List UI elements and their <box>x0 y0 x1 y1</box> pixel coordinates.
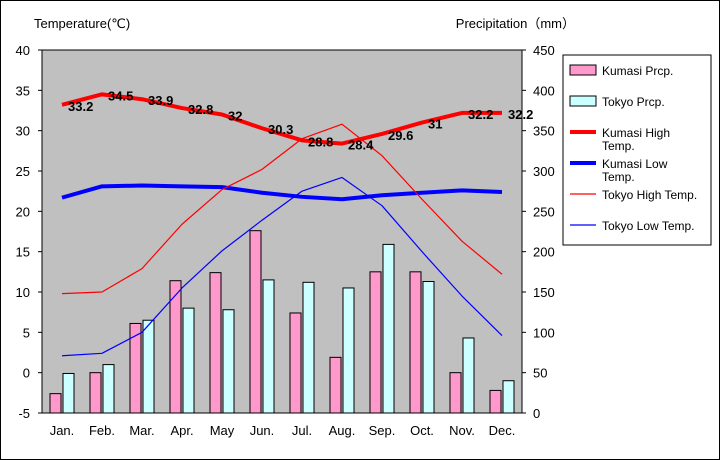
left-axis-ticks: -5 0 5 10 15 20 25 30 35 40 <box>16 43 42 421</box>
high-temp-data-label: 33.9 <box>148 93 173 108</box>
left-tick-label: 15 <box>16 245 30 260</box>
legend-label: Tokyo High Temp. <box>602 188 697 202</box>
legend-label-line: Kumasi High <box>602 126 670 140</box>
plot-area <box>41 49 523 414</box>
high-temp-data-label: 32.2 <box>508 107 533 122</box>
legend-label-line: Temp. <box>602 139 635 153</box>
x-category-label: Sep. <box>369 423 396 438</box>
precip-bar <box>382 243 395 414</box>
x-category-label: Mar. <box>129 423 154 438</box>
right-axis-ticks: 0 50 100 150 200 250 300 350 400 450 <box>522 43 555 421</box>
x-category-label: Apr. <box>170 423 193 438</box>
right-tick-label: 200 <box>533 245 555 260</box>
left-tick-label: 25 <box>16 164 30 179</box>
x-category-label: May <box>210 423 235 438</box>
x-axis-categories: Jan. Feb. Mar. Apr. May Jun. Jul. Aug. Sep. Oct. N… <box>50 423 516 438</box>
high-temp-data-label: 30.3 <box>268 122 293 137</box>
right-tick-label: 300 <box>533 164 555 179</box>
right-tick-label: 350 <box>533 124 555 139</box>
precip-bar <box>62 372 75 414</box>
temperature-lines <box>61 92 503 357</box>
precipitation-bars <box>49 230 515 414</box>
left-tick-label: 10 <box>16 285 30 300</box>
precip-bar <box>249 230 262 414</box>
x-category-label: Nov. <box>449 423 475 438</box>
left-tick-label: 20 <box>16 204 30 219</box>
right-tick-label: 100 <box>533 325 555 340</box>
right-tick-label: 450 <box>533 43 555 58</box>
precip-bar <box>462 337 475 414</box>
legend-swatch <box>569 95 597 107</box>
precip-bar <box>449 372 462 414</box>
precip-bar <box>129 322 142 414</box>
high-temp-data-label: 32.8 <box>188 102 213 117</box>
temp-line <box>61 183 503 202</box>
high-temp-data-label: 33.2 <box>68 99 93 114</box>
legend-label-line: Temp. <box>602 170 635 184</box>
legend-label: Tokyo Prcp. <box>602 95 665 109</box>
precip-bar <box>289 312 302 414</box>
x-category-label: Oct. <box>410 423 434 438</box>
precip-bar <box>222 309 235 414</box>
precip-bar <box>369 271 382 414</box>
left-tick-label: 0 <box>23 366 30 381</box>
high-temp-data-label: 28.4 <box>348 138 374 153</box>
precip-bar <box>489 389 502 414</box>
high-temp-data-label: 31 <box>428 117 442 132</box>
temp-line <box>61 123 503 295</box>
right-tick-label: 50 <box>533 366 547 381</box>
temp-line <box>61 176 503 357</box>
precip-bar <box>142 319 155 414</box>
legend-box <box>562 54 712 246</box>
legend-label-line: Kumasi Low <box>602 157 668 171</box>
precip-bar <box>169 280 182 414</box>
x-category-label: Feb. <box>89 423 115 438</box>
precip-bar <box>302 281 315 414</box>
precip-bar <box>89 372 102 414</box>
left-tick-label: -5 <box>18 406 30 421</box>
left-tick-label: 5 <box>23 325 30 340</box>
x-category-label: Jun. <box>250 423 275 438</box>
legend-label: Kumasi Low Temp. <box>602 157 668 184</box>
right-tick-label: 150 <box>533 285 555 300</box>
precip-bar <box>329 356 342 414</box>
left-axis-title: Temperature(℃) <box>34 16 130 31</box>
left-tick-label: 35 <box>16 83 30 98</box>
precip-bar <box>182 307 195 414</box>
left-tick-label: 40 <box>16 43 30 58</box>
legend-label: Kumasi High Temp. <box>602 126 670 153</box>
precip-bar <box>102 364 115 414</box>
high-temp-data-label: 32.2 <box>468 107 493 122</box>
precip-bar <box>209 272 222 414</box>
right-tick-label: 0 <box>533 406 540 421</box>
right-axis-title: Precipitation（mm） <box>456 16 575 31</box>
high-temp-data-label: 34.5 <box>108 88 133 103</box>
legend: Kumasi Prcp.Tokyo Prcp.Kumasi High Temp.K… <box>562 54 712 246</box>
precip-bar <box>342 287 355 414</box>
x-category-label: Jul. <box>292 423 312 438</box>
temp-line <box>61 92 502 146</box>
legend-label: Kumasi Prcp. <box>602 64 673 78</box>
left-tick-label: 30 <box>16 124 30 139</box>
legend-label: Tokyo Low Temp. <box>602 219 695 233</box>
right-tick-label: 400 <box>533 83 555 98</box>
data-labels: 33.2 34.5 33.9 32.8 32 30.3 28.8 28.4 29.6 31 32.2… <box>68 88 533 152</box>
precip-bar <box>409 271 422 414</box>
right-tick-label: 250 <box>533 204 555 219</box>
high-temp-data-label: 28.8 <box>308 134 333 149</box>
high-temp-data-label: 29.6 <box>388 128 413 143</box>
precip-bar <box>422 281 435 414</box>
precip-bar <box>262 279 275 414</box>
legend-swatch <box>569 64 597 76</box>
x-category-label: Jan. <box>50 423 75 438</box>
precip-bar <box>49 393 62 414</box>
x-category-label: Dec. <box>489 423 516 438</box>
precip-bar <box>502 380 515 414</box>
x-category-label: Aug. <box>329 423 356 438</box>
high-temp-data-label: 32 <box>228 109 242 124</box>
